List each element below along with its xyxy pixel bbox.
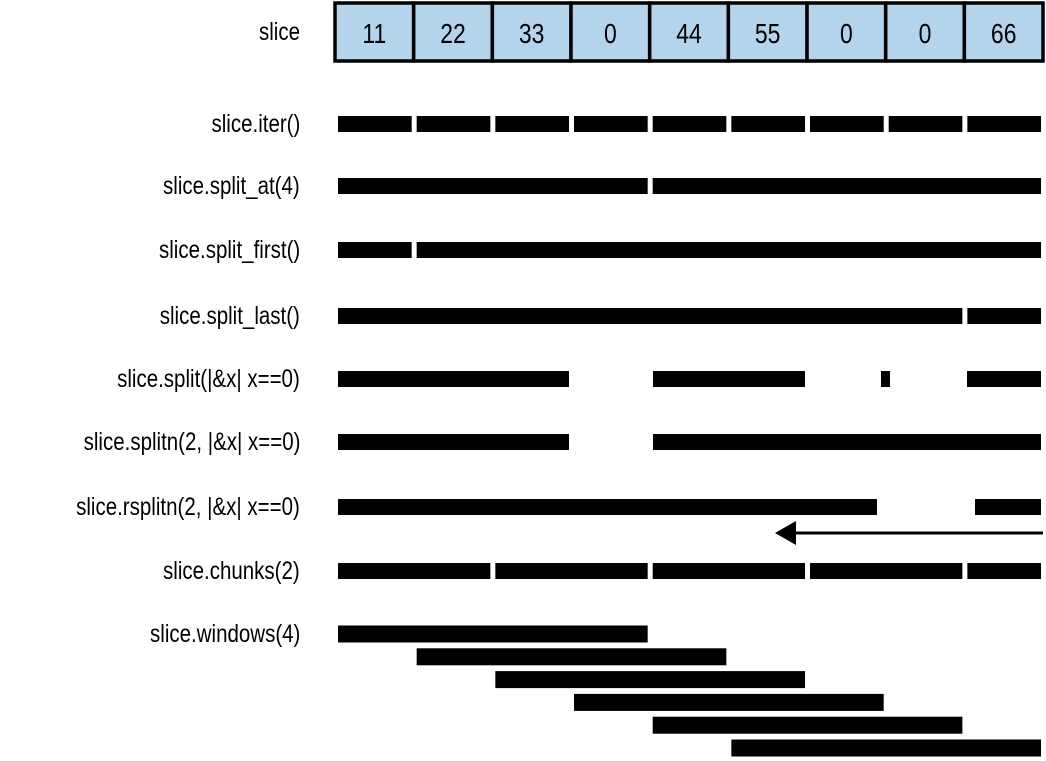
bar-segment [338, 178, 648, 194]
row-label-splitn: slice.splitn(2, |&x| x==0) [83, 428, 300, 456]
bar-segment [881, 371, 890, 387]
bar-segment [338, 434, 569, 450]
arrow-head-icon [775, 521, 796, 545]
slice-cell-value: 55 [755, 19, 781, 50]
bar-segment [416, 116, 491, 132]
bar-segment [338, 625, 648, 643]
row-label-split: slice.split(|&x| x==0) [117, 365, 300, 393]
slice-cell-value: 11 [362, 19, 386, 50]
bar-segment [967, 116, 1042, 132]
bar-segment [967, 308, 1042, 324]
bar-segment [574, 693, 884, 711]
slice-cell [962, 1, 1045, 63]
row-label-iter: slice.iter() [211, 110, 300, 138]
bar-segment [975, 499, 1041, 515]
slice-cell-value: 0 [604, 19, 617, 50]
slice-cell-value: 33 [519, 19, 545, 50]
slice-cell [726, 1, 809, 63]
row-label-rsplitn: slice.rsplitn(2, |&x| x==0) [76, 493, 300, 521]
bar-segment [652, 178, 1042, 194]
row-label-windows: slice.windows(4) [149, 620, 300, 648]
bar-segment [416, 648, 727, 666]
row-label-split-first: slice.split_first() [158, 236, 300, 264]
bar-segment [338, 242, 412, 258]
bar-segment [574, 116, 648, 132]
slice-label: slice [258, 18, 300, 46]
slice-cell-value: 0 [919, 19, 932, 50]
slice-cell [569, 1, 652, 63]
slice-cell-value: 22 [440, 19, 466, 50]
bar-segment [338, 116, 412, 132]
slice-cell [805, 1, 888, 63]
slice-cell-value: 0 [840, 19, 853, 50]
slice-cell-value: 66 [991, 19, 1017, 50]
bar-segment [731, 116, 806, 132]
bar-segment [653, 371, 805, 387]
slice-cell [647, 1, 731, 63]
bar-segment [810, 116, 884, 132]
bar-segment [338, 499, 877, 515]
bar-segment [338, 563, 491, 579]
row-label-chunks: slice.chunks(2) [163, 557, 300, 585]
bar-segment [338, 308, 963, 324]
bar-segment [338, 371, 569, 387]
bar-segment [653, 434, 1041, 450]
bar-segment [495, 671, 806, 689]
bar-segment [967, 371, 1041, 387]
bar-segment [652, 563, 806, 579]
bar-segment [967, 563, 1042, 579]
row-label-split-last: slice.split_last() [159, 302, 300, 330]
bar-segment [495, 563, 648, 579]
bar-segment [810, 563, 963, 579]
bar-segment [888, 116, 963, 132]
bar-segment [652, 116, 727, 132]
bar-segment [495, 116, 570, 132]
row-label-split-at: slice.split_at(4) [163, 172, 300, 200]
slice-cell-value: 44 [676, 19, 702, 50]
bar-segment [731, 739, 1042, 757]
bar-segment [416, 242, 1042, 258]
bar-segment [652, 716, 963, 734]
